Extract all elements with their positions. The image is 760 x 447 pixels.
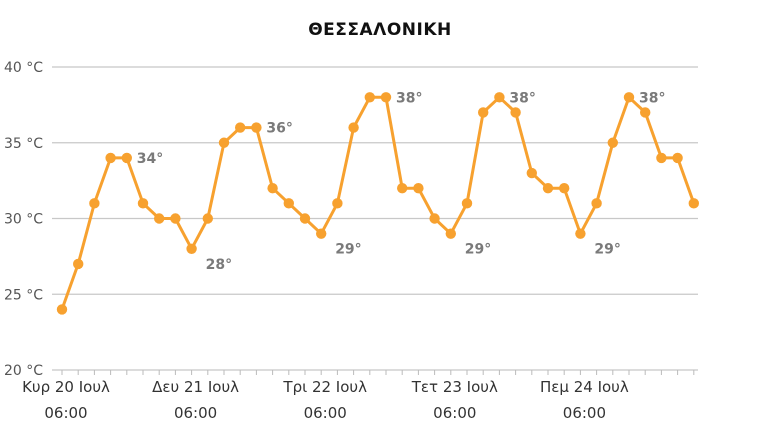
data-point <box>56 304 68 315</box>
data-label: 34° <box>137 151 163 167</box>
y-tick-label: 35 °C <box>4 136 43 152</box>
data-point <box>121 152 132 164</box>
data-point <box>526 167 537 179</box>
data-point <box>559 183 570 194</box>
data-label: 29° <box>594 242 620 258</box>
series-line <box>60 95 696 311</box>
data-point <box>154 213 165 224</box>
data-point <box>591 198 602 209</box>
x-tick-label-time: 06:00 <box>433 404 476 422</box>
data-point <box>607 137 618 148</box>
x-tick-label-day: Τρι 22 Ιουλ <box>282 378 367 396</box>
data-point <box>494 92 505 103</box>
data-point <box>461 198 473 209</box>
y-tick-label: 20 °C <box>4 363 43 379</box>
data-point <box>429 213 440 224</box>
x-tick-label-time: 06:00 <box>304 404 347 422</box>
data-point <box>672 152 683 164</box>
data-point <box>235 122 246 133</box>
x-tick-label-time: 06:00 <box>44 404 87 422</box>
data-point <box>186 243 197 254</box>
x-tick-label-day: Δευ 21 Ιουλ <box>152 378 239 396</box>
x-tick-label-day: Τετ 23 Ιουλ <box>411 378 498 396</box>
data-point <box>445 228 456 239</box>
data-label: 38° <box>639 90 665 106</box>
data-point <box>623 92 635 103</box>
data-point <box>478 107 489 118</box>
data-point <box>332 198 343 209</box>
data-point <box>575 228 586 239</box>
data-point <box>397 183 408 194</box>
data-label: 28° <box>206 257 232 273</box>
x-tick-label-time: 06:00 <box>563 404 606 422</box>
data-label: 29° <box>465 242 491 258</box>
data-point <box>283 198 294 209</box>
data-point <box>348 122 359 133</box>
data-point <box>656 152 667 164</box>
data-point <box>137 198 149 209</box>
chart-title: ΘΕΣΣΑΛΟΝΙΚΗ <box>308 20 452 40</box>
data-point <box>364 92 375 103</box>
data-point <box>105 152 116 164</box>
data-point <box>688 198 699 209</box>
x-tick-label-time: 06:00 <box>174 404 217 422</box>
data-point <box>267 183 278 194</box>
y-tick-label: 30 °C <box>4 212 43 228</box>
data-point <box>170 213 181 224</box>
data-point <box>640 107 651 118</box>
data-point <box>380 92 392 103</box>
data-label: 38° <box>509 90 535 106</box>
y-tick-label: 25 °C <box>4 287 43 303</box>
data-label: 36° <box>266 121 292 137</box>
x-tick-label-day: Κυρ 20 Ιουλ <box>22 378 110 396</box>
data-point <box>542 183 554 194</box>
data-point <box>316 228 327 239</box>
data-point <box>89 198 100 209</box>
data-point <box>218 137 230 148</box>
y-tick-label: 40 °C <box>4 60 43 76</box>
data-point <box>510 107 521 118</box>
data-point <box>413 183 424 194</box>
data-point <box>299 213 311 224</box>
data-point <box>73 258 84 270</box>
data-label: 38° <box>396 90 422 106</box>
x-tick-label-day: Πεμ 24 Ιουλ <box>540 378 629 396</box>
data-point <box>251 122 262 133</box>
data-label: 29° <box>335 242 361 258</box>
data-point <box>202 213 213 224</box>
